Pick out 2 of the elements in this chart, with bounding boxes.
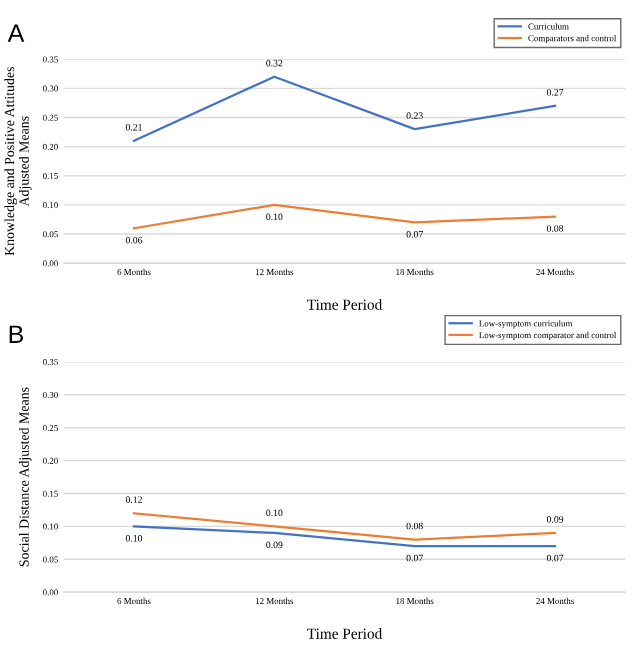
chart-title: A	[7, 24, 25, 42]
chart-title: B	[9, 325, 24, 343]
